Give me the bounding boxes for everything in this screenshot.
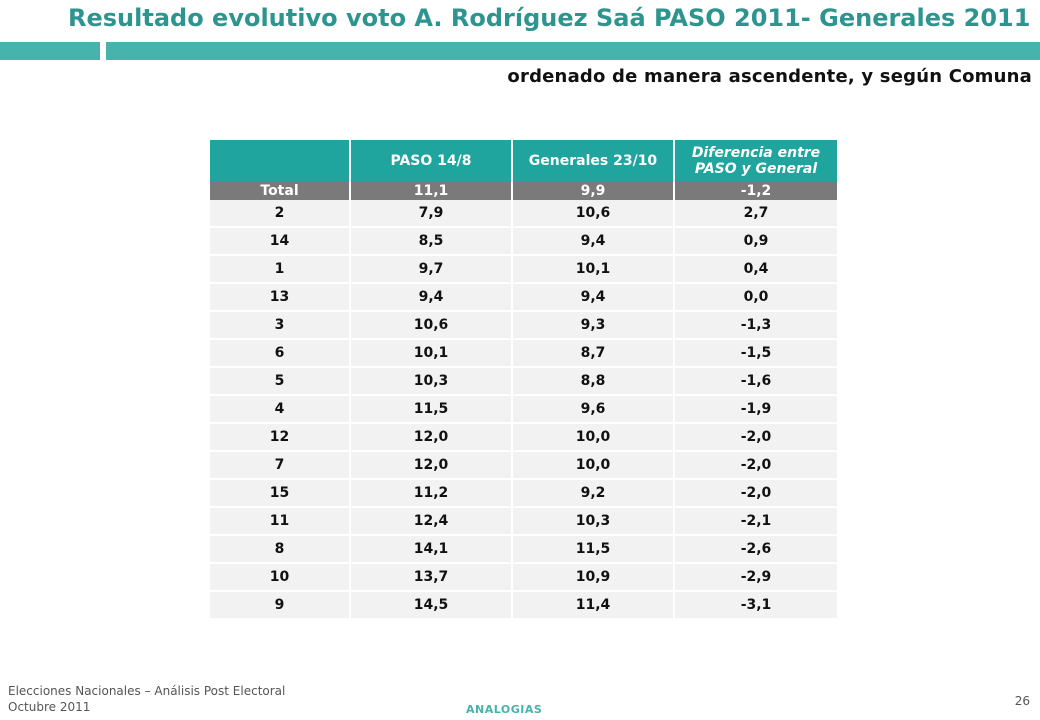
table-row: 14 8,5 9,4 0,9: [210, 227, 837, 256]
table-row: 13 9,4 9,4 0,0: [210, 283, 837, 312]
table-row: 7 12,0 10,0 -2,0: [210, 451, 837, 480]
cell-paso: 12,4: [349, 507, 512, 536]
cell-generales: 9,3: [511, 311, 674, 340]
cell-paso: 8,5: [349, 227, 512, 256]
cell-generales: 10,0: [511, 423, 674, 452]
header-comuna: [210, 140, 350, 182]
cell-paso: 12,0: [349, 451, 512, 480]
footer-line-2: Octubre 2011: [8, 700, 91, 714]
table-row: 11 12,4 10,3 -2,1: [210, 507, 837, 536]
table-row: 6 10,1 8,7 -1,5: [210, 339, 837, 368]
cell-comuna: 9: [210, 591, 350, 620]
cell-comuna: 7: [210, 451, 350, 480]
cell-paso: 9,4: [349, 283, 512, 312]
header-paso: PASO 14/8: [349, 140, 512, 182]
cell-paso: 10,1: [349, 339, 512, 368]
table-row: 4 11,5 9,6 -1,9: [210, 395, 837, 424]
cell-generales: 9,4: [511, 227, 674, 256]
header-generales: Generales 23/10: [511, 140, 674, 182]
cell-diferencia: -2,6: [673, 535, 837, 564]
cell-paso: 10,6: [349, 311, 512, 340]
cell-comuna: 6: [210, 339, 350, 368]
results-table: PASO 14/8 Generales 23/10 Diferencia ent…: [210, 140, 837, 620]
cell-diferencia: -1,6: [673, 367, 837, 396]
accent-bar-left: [0, 42, 100, 60]
cell-diferencia: -1,5: [673, 339, 837, 368]
cell-comuna: 15: [210, 479, 350, 508]
cell-comuna: 13: [210, 283, 350, 312]
footer-line-1: Elecciones Nacionales – Análisis Post El…: [8, 684, 286, 698]
table-row: 5 10,3 8,8 -1,6: [210, 367, 837, 396]
page-number: 26: [1014, 694, 1030, 708]
cell-paso: 11,5: [349, 395, 512, 424]
cell-diferencia: 0,0: [673, 283, 837, 312]
cell-diferencia: -1,9: [673, 395, 837, 424]
slide-title: Resultado evolutivo voto A. Rodríguez Sa…: [68, 4, 1031, 32]
cell-paso: 10,3: [349, 367, 512, 396]
cell-comuna: 1: [210, 255, 350, 284]
cell-generales: 10,6: [511, 200, 674, 228]
brand-logo: ANALOGIAS: [466, 703, 543, 716]
total-diferencia: -1,2: [673, 182, 837, 200]
cell-diferencia: -2,0: [673, 423, 837, 452]
cell-comuna: 14: [210, 227, 350, 256]
cell-diferencia: -3,1: [673, 591, 837, 620]
table-row: 1 9,7 10,1 0,4: [210, 255, 837, 284]
cell-comuna: 12: [210, 423, 350, 452]
cell-diferencia: -2,0: [673, 479, 837, 508]
cell-comuna: 4: [210, 395, 350, 424]
cell-generales: 11,4: [511, 591, 674, 620]
cell-diferencia: -2,1: [673, 507, 837, 536]
cell-generales: 9,6: [511, 395, 674, 424]
cell-generales: 10,3: [511, 507, 674, 536]
cell-diferencia: -2,0: [673, 451, 837, 480]
total-label: Total: [210, 182, 350, 200]
cell-paso: 14,5: [349, 591, 512, 620]
slide-subtitle: ordenado de manera ascendente, y según C…: [507, 66, 1032, 87]
header-diferencia: Diferencia entre PASO y General: [673, 140, 837, 182]
cell-generales: 8,7: [511, 339, 674, 368]
cell-diferencia: -2,9: [673, 563, 837, 592]
footer-text: Elecciones Nacionales – Análisis Post El…: [8, 683, 285, 715]
table-row: 12 12,0 10,0 -2,0: [210, 423, 837, 452]
cell-diferencia: -1,3: [673, 311, 837, 340]
cell-diferencia: 0,4: [673, 255, 837, 284]
cell-diferencia: 0,9: [673, 227, 837, 256]
cell-comuna: 3: [210, 311, 350, 340]
total-generales: 9,9: [511, 182, 674, 200]
cell-generales: 10,1: [511, 255, 674, 284]
cell-comuna: 11: [210, 507, 350, 536]
table-header-row: PASO 14/8 Generales 23/10 Diferencia ent…: [210, 140, 837, 182]
total-row: Total 11,1 9,9 -1,2: [210, 182, 837, 200]
table-row: 15 11,2 9,2 -2,0: [210, 479, 837, 508]
accent-bar-right: [106, 42, 1040, 60]
cell-comuna: 2: [210, 200, 350, 228]
cell-generales: 10,9: [511, 563, 674, 592]
cell-paso: 14,1: [349, 535, 512, 564]
cell-generales: 11,5: [511, 535, 674, 564]
cell-generales: 10,0: [511, 451, 674, 480]
total-paso: 11,1: [349, 182, 512, 200]
table-row: 10 13,7 10,9 -2,9: [210, 563, 837, 592]
cell-paso: 11,2: [349, 479, 512, 508]
cell-generales: 9,2: [511, 479, 674, 508]
table-row: 3 10,6 9,3 -1,3: [210, 311, 837, 340]
table-row: 8 14,1 11,5 -2,6: [210, 535, 837, 564]
cell-generales: 8,8: [511, 367, 674, 396]
cell-paso: 13,7: [349, 563, 512, 592]
cell-paso: 7,9: [349, 200, 512, 228]
cell-comuna: 8: [210, 535, 350, 564]
cell-comuna: 5: [210, 367, 350, 396]
cell-comuna: 10: [210, 563, 350, 592]
table-row: 9 14,5 11,4 -3,1: [210, 591, 837, 620]
table-row: 2 7,9 10,6 2,7: [210, 200, 837, 228]
cell-paso: 9,7: [349, 255, 512, 284]
cell-paso: 12,0: [349, 423, 512, 452]
cell-diferencia: 2,7: [673, 200, 837, 228]
cell-generales: 9,4: [511, 283, 674, 312]
